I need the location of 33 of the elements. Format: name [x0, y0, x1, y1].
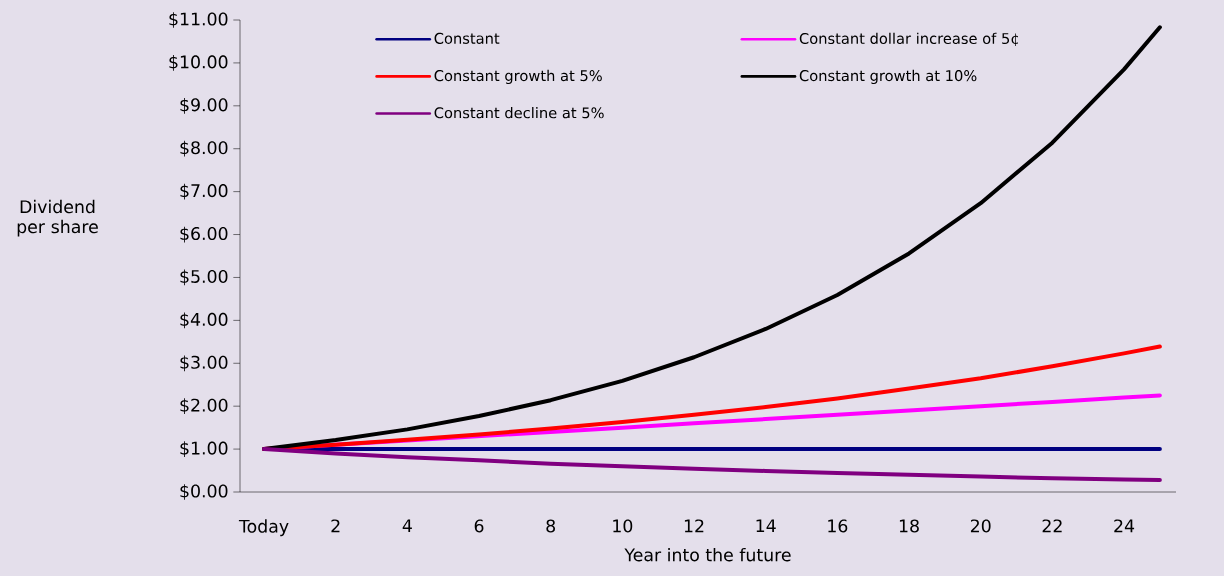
y-tick-label: $11.00	[169, 12, 228, 28]
y-tick-label: $2.00	[180, 398, 228, 415]
y-tick-label: $3.00	[180, 355, 228, 372]
x-tick-label: Today	[238, 519, 289, 537]
y-tick-label: $8.00	[180, 140, 228, 157]
legend-label: Constant growth at 10%	[799, 69, 977, 85]
y-tick-label: $9.00	[180, 97, 228, 114]
y-tick-label: $4.00	[180, 312, 228, 329]
x-tick-label: 18	[899, 519, 919, 533]
legend-label: Constant decline at 5%	[434, 106, 604, 119]
y-tick-label: $10.00	[169, 55, 228, 71]
x-tick-label: 22	[1042, 519, 1062, 533]
y-tick-label: $1.00	[180, 441, 228, 457]
x-tick-label: 24	[1114, 519, 1135, 533]
legend-label: Constant	[434, 32, 500, 44]
y-tick-label: $7.00	[180, 183, 228, 200]
y-tick-label: $6.00	[180, 226, 228, 243]
x-tick-label: 6	[474, 519, 484, 533]
y-tick-label: $0.00	[180, 484, 228, 500]
x-axis-title: Year into the future	[624, 547, 791, 562]
x-tick-label: 20	[970, 519, 991, 533]
x-tick-label: 2	[331, 519, 340, 533]
x-tick-label: 10	[613, 519, 633, 533]
y-axis-title: Dividend per share	[17, 199, 98, 237]
legend-label: Constant growth at 5%	[434, 69, 602, 85]
x-tick-label: 16	[828, 519, 848, 533]
x-tick-label: 14	[756, 519, 776, 533]
line-series	[262, 447, 1162, 482]
x-tick-label: 4	[402, 519, 412, 533]
y-tick-label: $5.00	[180, 269, 228, 286]
x-tick-label: 8	[546, 519, 556, 533]
legend-label: Constant dollar increase of 5¢	[799, 32, 1018, 47]
x-tick-label: 12	[684, 519, 704, 533]
